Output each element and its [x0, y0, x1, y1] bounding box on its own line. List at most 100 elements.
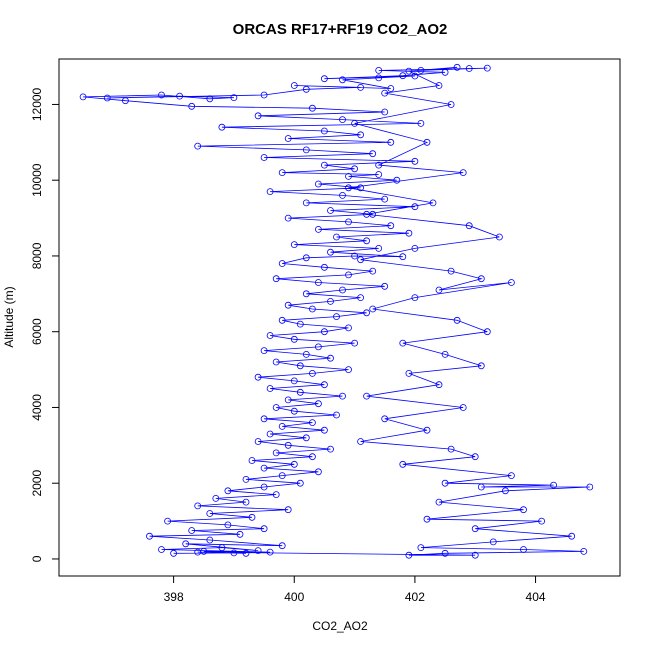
- data-point-192: [501, 487, 509, 495]
- data-point-185: [471, 453, 479, 461]
- data-point-134: [103, 94, 111, 102]
- data-point-105: [314, 180, 322, 188]
- data-point-103: [266, 188, 274, 196]
- data-point-144: [399, 72, 407, 80]
- data-point-109: [278, 169, 286, 177]
- data-point-139: [387, 85, 395, 92]
- data-point-42: [260, 415, 268, 423]
- data-point-123: [339, 116, 346, 123]
- data-point-184: [447, 445, 455, 453]
- data-point-112: [411, 157, 419, 165]
- data-point-202: [580, 548, 588, 555]
- data-point-126: [308, 104, 316, 112]
- data-point-26: [242, 475, 250, 483]
- data-point-207: [242, 549, 250, 557]
- data-point-50: [266, 385, 274, 392]
- data-point-59: [302, 350, 310, 358]
- data-point-193: [435, 498, 443, 506]
- data-point-90: [363, 237, 371, 245]
- data-point-52: [290, 377, 298, 385]
- data-point-24: [260, 483, 268, 491]
- data-point-143: [320, 75, 328, 83]
- data-point-43: [333, 411, 340, 419]
- data-point-92: [405, 229, 413, 237]
- data-point-86: [399, 253, 407, 261]
- data-point-77: [381, 282, 389, 290]
- data-point-122: [417, 120, 425, 127]
- chart-title: ORCAS RF17+RF19 CO2_AO2: [233, 21, 448, 38]
- data-point-102: [339, 191, 346, 199]
- data-point-127: [188, 102, 196, 110]
- data-point-62: [351, 339, 359, 347]
- data-point-141: [375, 74, 383, 82]
- data-point-51: [320, 381, 328, 389]
- data-point-22: [272, 491, 280, 499]
- data-point-131: [206, 95, 214, 103]
- data-point-170: [411, 294, 419, 302]
- x-tick-label-3: 404: [526, 590, 546, 604]
- data-point-67: [296, 320, 304, 328]
- data-point-78: [314, 279, 322, 286]
- data-point-76: [339, 286, 346, 294]
- data-point-137: [357, 84, 365, 91]
- data-point-158: [459, 169, 467, 177]
- y-tick-label-5: 10000: [30, 163, 44, 197]
- data-point-68: [278, 316, 286, 324]
- data-point-47: [284, 396, 292, 404]
- data-point-130: [158, 91, 165, 99]
- x-axis: 398 400 402 404: [164, 576, 546, 604]
- data-point-23: [224, 487, 232, 495]
- data-point-57: [272, 358, 280, 366]
- data-point-20: [242, 498, 250, 506]
- y-axis: 0 2000 4000 6000 8000 10000 12000: [30, 87, 59, 562]
- data-point-79: [272, 275, 280, 283]
- data-point-71: [308, 305, 316, 313]
- data-point-73: [327, 297, 334, 305]
- data-point-21: [212, 494, 220, 502]
- data-point-175: [441, 350, 449, 358]
- data-point-148: [483, 64, 491, 72]
- data-point-189: [550, 481, 557, 489]
- data-point-104: [357, 184, 365, 192]
- data-point-162: [465, 222, 473, 230]
- data-point-176: [477, 362, 485, 370]
- data-point-81: [369, 267, 377, 275]
- data-point-83: [278, 260, 286, 267]
- data-point-66: [345, 324, 352, 332]
- data-point-32: [308, 453, 316, 461]
- x-tick-label-0: 398: [164, 590, 184, 604]
- data-point-38: [266, 430, 274, 438]
- data-point-167: [477, 275, 485, 283]
- data-point-27: [278, 472, 286, 480]
- data-point-203: [441, 549, 449, 557]
- data-point-145: [441, 68, 449, 76]
- data-point-106: [393, 176, 401, 184]
- data-point-159: [345, 184, 352, 192]
- data-point-117: [387, 138, 395, 146]
- data-point-44: [290, 407, 298, 415]
- data-point-119: [357, 131, 365, 139]
- data-point-135: [260, 91, 268, 99]
- x-tick-label-1: 400: [284, 590, 304, 604]
- data-point-154: [447, 101, 455, 108]
- data-point-138: [290, 82, 298, 89]
- data-point-205: [471, 551, 479, 559]
- data-point-49: [296, 388, 304, 396]
- data-point-142: [411, 72, 419, 80]
- data-point-84: [302, 254, 310, 262]
- data-point-61: [314, 343, 322, 351]
- data-point-124: [254, 112, 262, 120]
- data-point-80: [345, 271, 352, 279]
- data-point-163: [495, 233, 503, 241]
- data-point-30: [290, 460, 298, 468]
- data-point-46: [314, 400, 322, 408]
- data-point-18: [284, 506, 292, 514]
- data-point-40: [278, 422, 286, 430]
- data-point-128: [122, 97, 129, 105]
- data-point-3: [266, 548, 274, 556]
- data-point-118: [284, 135, 292, 142]
- data-point-10: [146, 532, 153, 540]
- data-point-188: [441, 479, 449, 487]
- data-point-28: [314, 468, 322, 476]
